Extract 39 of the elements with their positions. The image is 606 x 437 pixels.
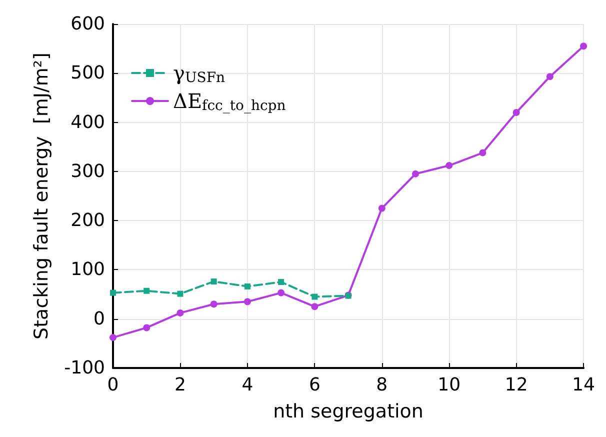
y-tick-label: 100 xyxy=(70,259,105,280)
point xyxy=(210,300,218,308)
y-tick-label: 0 xyxy=(94,308,105,330)
x-tick-label: 14 xyxy=(572,374,595,396)
point xyxy=(110,290,116,296)
point xyxy=(580,42,588,50)
y-tick-label: 400 xyxy=(70,112,105,133)
x-tick-label: 4 xyxy=(242,374,254,396)
y-tick-label: 500 xyxy=(70,62,105,84)
x-tick-label: 0 xyxy=(107,374,119,396)
point xyxy=(378,204,386,212)
x-tick-label: 8 xyxy=(376,374,388,396)
point xyxy=(479,149,486,156)
x-tick-label: 2 xyxy=(174,374,186,396)
point xyxy=(311,303,318,310)
y-axis-title: Stacking fault energy [mJ/m²] xyxy=(30,52,52,340)
point xyxy=(143,324,150,332)
point xyxy=(412,170,419,178)
x-axis-title: nth segregation xyxy=(273,400,424,422)
point xyxy=(446,162,453,170)
point xyxy=(512,108,520,116)
x-tick-label: 12 xyxy=(504,374,528,396)
point xyxy=(312,294,318,300)
y-tick-label: -100 xyxy=(64,358,105,378)
point xyxy=(244,298,251,306)
point xyxy=(177,290,184,297)
x-tick-label: 10 xyxy=(438,374,461,396)
point xyxy=(546,73,554,80)
point xyxy=(244,283,250,290)
y-tick-label: 200 xyxy=(70,210,105,232)
point xyxy=(278,289,285,296)
point xyxy=(144,288,150,294)
point xyxy=(176,309,184,316)
y-tick-label: 300 xyxy=(70,160,105,182)
x-tick-label: 6 xyxy=(308,374,320,396)
point xyxy=(210,278,217,285)
point xyxy=(278,279,284,285)
point xyxy=(110,334,116,342)
y-tick-label: 600 xyxy=(70,14,105,34)
